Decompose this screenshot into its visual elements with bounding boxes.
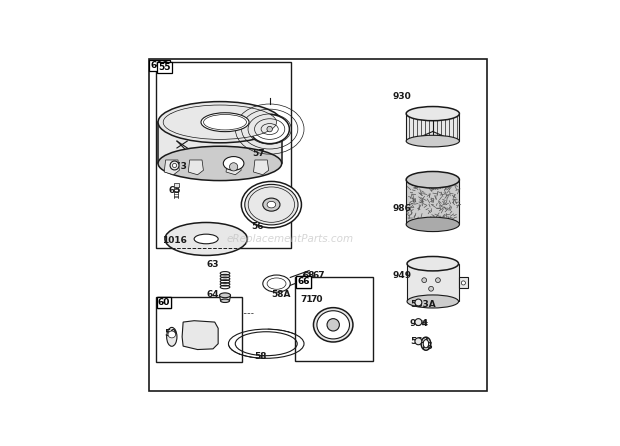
- Ellipse shape: [263, 198, 280, 211]
- Circle shape: [422, 278, 427, 283]
- Ellipse shape: [250, 115, 290, 144]
- Polygon shape: [158, 122, 281, 163]
- Text: 930: 930: [392, 92, 411, 101]
- FancyBboxPatch shape: [149, 59, 487, 391]
- Ellipse shape: [245, 184, 298, 225]
- Ellipse shape: [241, 182, 301, 228]
- Text: 76: 76: [420, 342, 433, 351]
- Text: 64: 64: [206, 290, 219, 299]
- Text: 57: 57: [252, 149, 265, 157]
- Polygon shape: [188, 160, 203, 175]
- Text: 65: 65: [169, 186, 181, 195]
- Ellipse shape: [221, 299, 229, 302]
- Polygon shape: [182, 321, 218, 350]
- Polygon shape: [254, 160, 268, 175]
- Text: 1016: 1016: [162, 236, 187, 245]
- Bar: [174, 183, 179, 187]
- Ellipse shape: [167, 327, 177, 346]
- Text: 56: 56: [250, 223, 264, 231]
- Ellipse shape: [317, 311, 350, 339]
- Text: 563A: 563A: [410, 301, 435, 310]
- Text: 55: 55: [158, 63, 171, 72]
- Circle shape: [428, 286, 433, 291]
- Text: 986: 986: [392, 204, 412, 213]
- Text: 954: 954: [410, 318, 429, 328]
- Ellipse shape: [267, 201, 276, 208]
- Ellipse shape: [158, 102, 281, 143]
- Bar: [459, 277, 468, 288]
- Text: 655: 655: [169, 112, 187, 122]
- Text: 373: 373: [169, 162, 187, 171]
- Text: 66: 66: [298, 277, 310, 286]
- Ellipse shape: [421, 337, 431, 350]
- Ellipse shape: [194, 234, 218, 244]
- FancyBboxPatch shape: [295, 277, 373, 361]
- Ellipse shape: [423, 339, 428, 348]
- Circle shape: [415, 338, 422, 345]
- Text: 608: 608: [151, 61, 169, 70]
- Polygon shape: [226, 160, 241, 175]
- Ellipse shape: [203, 115, 247, 130]
- Circle shape: [435, 278, 440, 283]
- Circle shape: [170, 161, 179, 170]
- Ellipse shape: [406, 171, 459, 188]
- Polygon shape: [406, 180, 459, 224]
- Text: 70: 70: [310, 294, 322, 304]
- Polygon shape: [219, 295, 231, 301]
- Text: 71: 71: [300, 294, 312, 304]
- Ellipse shape: [406, 217, 459, 231]
- Ellipse shape: [219, 293, 231, 297]
- Text: 59: 59: [164, 329, 177, 338]
- FancyBboxPatch shape: [156, 62, 291, 248]
- Circle shape: [172, 163, 177, 168]
- Ellipse shape: [407, 256, 459, 271]
- Circle shape: [267, 126, 272, 132]
- Text: 58A: 58A: [272, 290, 291, 299]
- Ellipse shape: [163, 105, 277, 139]
- Text: 67: 67: [312, 271, 326, 280]
- Circle shape: [415, 299, 422, 306]
- Text: 66: 66: [298, 277, 310, 286]
- Text: 68: 68: [303, 271, 315, 280]
- Text: 58: 58: [254, 352, 267, 361]
- Text: 563: 563: [410, 337, 428, 346]
- Polygon shape: [406, 114, 459, 141]
- Circle shape: [415, 318, 422, 326]
- Ellipse shape: [406, 107, 459, 121]
- Ellipse shape: [168, 331, 175, 338]
- Ellipse shape: [314, 308, 353, 342]
- Ellipse shape: [223, 157, 244, 170]
- Ellipse shape: [406, 135, 459, 147]
- Text: 949: 949: [392, 271, 412, 280]
- Text: 60: 60: [157, 298, 170, 307]
- Ellipse shape: [165, 223, 247, 256]
- Ellipse shape: [407, 295, 459, 308]
- Text: eReplacementParts.com: eReplacementParts.com: [227, 234, 354, 244]
- Text: 63: 63: [206, 260, 219, 269]
- FancyBboxPatch shape: [156, 297, 242, 362]
- Circle shape: [327, 318, 339, 331]
- Circle shape: [461, 281, 466, 285]
- Circle shape: [229, 163, 237, 171]
- Polygon shape: [407, 264, 459, 301]
- Text: 60: 60: [157, 298, 170, 307]
- Polygon shape: [164, 160, 179, 175]
- Ellipse shape: [201, 113, 249, 132]
- Ellipse shape: [158, 146, 281, 181]
